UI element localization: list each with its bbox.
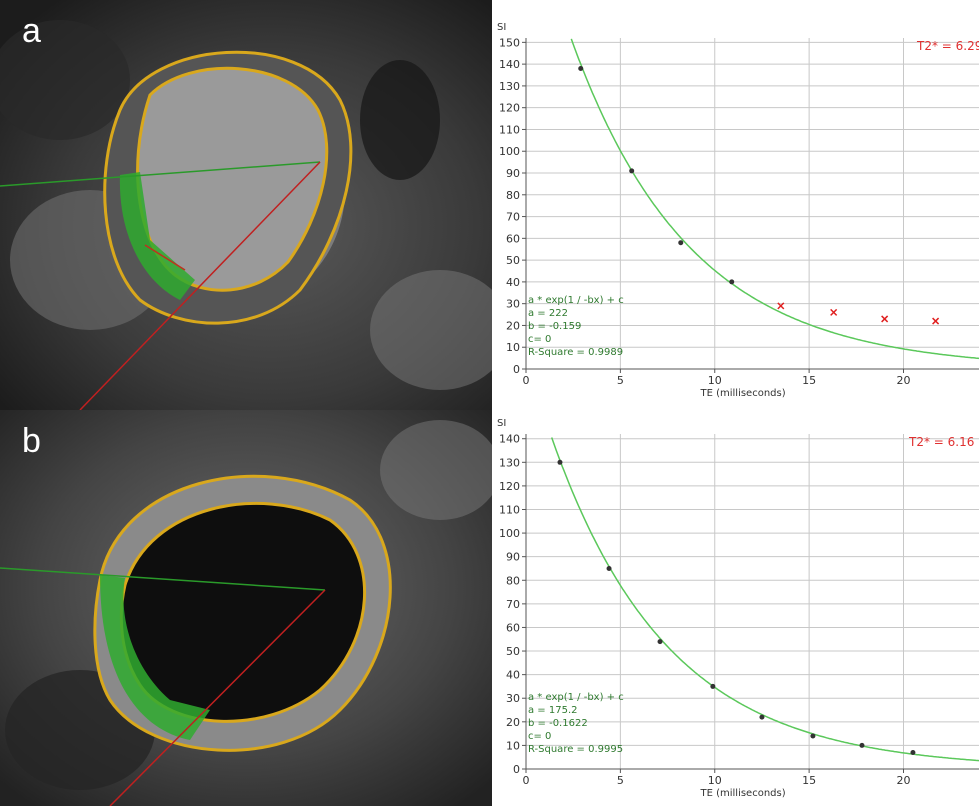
chart-a-svg: 0 10 20 30 40 50 60 70 80 90 100 110 120 130 140 150 0 5 1… bbox=[497, 22, 979, 399]
excluded-point bbox=[881, 315, 889, 323]
y-tick-label: 0 bbox=[513, 763, 520, 776]
x-tick-label: 0 bbox=[523, 774, 530, 787]
x-axis-label: TE (milliseconds) bbox=[699, 388, 785, 399]
fit-b-label: b = -0.159 bbox=[528, 321, 581, 332]
fit-b-label: b = -0.1622 bbox=[528, 718, 588, 729]
y-tick-label: 80 bbox=[506, 189, 520, 202]
x-tick-label: 10 bbox=[708, 774, 722, 787]
fit-curve bbox=[570, 38, 979, 360]
data-point bbox=[629, 168, 635, 174]
y-tick-label: 10 bbox=[506, 739, 520, 752]
y-tick-label: 20 bbox=[506, 319, 520, 332]
y-tick-label: 40 bbox=[506, 669, 520, 682]
data-point bbox=[810, 733, 816, 739]
y-tick-label: 20 bbox=[506, 716, 520, 729]
x-tick-label: 0 bbox=[523, 374, 530, 387]
y-tick-label: 110 bbox=[499, 503, 520, 516]
data-point bbox=[606, 565, 612, 571]
y-tick-label: 130 bbox=[499, 80, 520, 93]
mri-image-a: a bbox=[0, 0, 492, 410]
y-tick-label: 100 bbox=[499, 145, 520, 158]
fit-c-label: c= 0 bbox=[528, 731, 551, 742]
fit-a-label: a = 222 bbox=[528, 308, 568, 319]
y-tick-label: 70 bbox=[506, 211, 520, 224]
excluded-point bbox=[777, 302, 785, 310]
y-tick-label: 0 bbox=[513, 363, 520, 376]
y-tick-label: 40 bbox=[506, 276, 520, 289]
y-tick-label: 150 bbox=[499, 36, 520, 49]
x-tick-label: 5 bbox=[617, 774, 624, 787]
t2star-chart-a: 0 10 20 30 40 50 60 70 80 90 100 110 120 130 140 150 0 5 1… bbox=[493, 0, 979, 406]
y-tick-label: 30 bbox=[506, 298, 520, 311]
y-tick-label: 60 bbox=[506, 232, 520, 245]
y-tick-label: 80 bbox=[506, 574, 520, 587]
fit-a-label: a = 175.2 bbox=[528, 705, 578, 716]
x-tick-label: 15 bbox=[802, 374, 816, 387]
t2star-result-label: T2* = 6.16 bbox=[908, 435, 974, 449]
y-tick-label: 90 bbox=[506, 551, 520, 564]
y-tick-label: 130 bbox=[499, 456, 520, 469]
panel-letter-b: b bbox=[22, 422, 41, 460]
data-point bbox=[910, 749, 916, 755]
data-point bbox=[557, 459, 563, 465]
y-tick-label: 140 bbox=[499, 433, 520, 446]
fit-formula-label: a * exp(1 / -bx) + c bbox=[528, 295, 624, 306]
y-axis-label: SI bbox=[497, 22, 506, 33]
t2star-result-label: T2* = 6.29 bbox=[916, 39, 979, 53]
x-tick-label: 20 bbox=[897, 374, 911, 387]
data-point bbox=[710, 683, 716, 689]
mri-scan-a bbox=[0, 0, 492, 410]
y-axis-label: SI bbox=[497, 418, 506, 429]
y-tick-label: 90 bbox=[506, 167, 520, 180]
y-tick-label: 50 bbox=[506, 645, 520, 658]
x-tick-label: 5 bbox=[617, 374, 624, 387]
panel-letter-a: a bbox=[22, 12, 41, 50]
y-tick-label: 110 bbox=[499, 123, 520, 136]
fit-c-label: c= 0 bbox=[528, 334, 551, 345]
fit-r2-label: R-Square = 0.9995 bbox=[528, 744, 623, 755]
x-axis-label: TE (milliseconds) bbox=[699, 788, 785, 799]
excluded-point bbox=[830, 308, 838, 316]
y-tick-label: 120 bbox=[499, 102, 520, 115]
data-point bbox=[729, 279, 735, 285]
fit-curve bbox=[550, 437, 979, 762]
fit-r2-label: R-Square = 0.9989 bbox=[528, 347, 623, 358]
y-tick-label: 120 bbox=[499, 480, 520, 493]
data-point bbox=[578, 65, 584, 71]
x-tick-label: 15 bbox=[802, 774, 816, 787]
x-tick-label: 10 bbox=[708, 374, 722, 387]
data-point bbox=[759, 714, 765, 720]
t2star-chart-b: 0 10 20 30 40 50 60 70 80 90 100 110 120 130 140 0 5 10 15… bbox=[493, 406, 979, 806]
y-tick-label: 100 bbox=[499, 527, 520, 540]
data-point bbox=[657, 639, 663, 645]
mri-image-b: b bbox=[0, 410, 492, 806]
x-tick-label: 20 bbox=[897, 774, 911, 787]
chart-b-svg: 0 10 20 30 40 50 60 70 80 90 100 110 120 130 140 0 5 10 15… bbox=[497, 418, 979, 799]
y-tick-label: 60 bbox=[506, 621, 520, 634]
data-point bbox=[859, 742, 865, 748]
y-tick-label: 10 bbox=[506, 341, 520, 354]
mri-scan-b bbox=[0, 410, 492, 806]
fit-formula-label: a * exp(1 / -bx) + c bbox=[528, 692, 624, 703]
y-tick-label: 140 bbox=[499, 58, 520, 71]
y-tick-label: 70 bbox=[506, 598, 520, 611]
y-tick-label: 30 bbox=[506, 692, 520, 705]
y-tick-label: 50 bbox=[506, 254, 520, 267]
data-point bbox=[678, 240, 684, 246]
excluded-point bbox=[932, 317, 940, 325]
